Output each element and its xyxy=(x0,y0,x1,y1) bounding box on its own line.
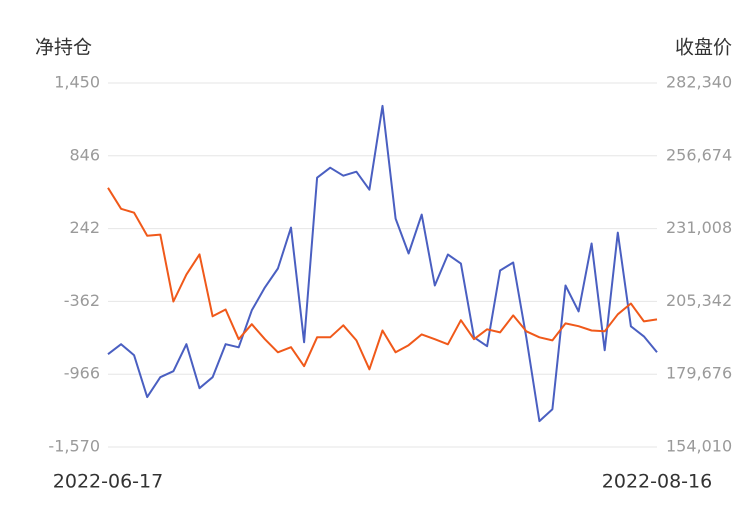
y-tick-label: -1,570 xyxy=(48,437,100,456)
y2-tick-label: 205,342 xyxy=(666,291,732,310)
y-tick-label: 242 xyxy=(69,218,100,237)
y-tick-label: -966 xyxy=(64,364,100,383)
y2-axis-title: 收盘价 xyxy=(675,37,732,59)
y2-tick-label: 256,674 xyxy=(666,145,732,164)
y2-tick-label: 154,010 xyxy=(666,437,732,456)
y-tick-label: -362 xyxy=(64,291,100,310)
x-tick-label: 2022-06-17 xyxy=(53,471,163,493)
x-tick-label: 2022-08-16 xyxy=(602,471,712,493)
y2-tick-label: 179,676 xyxy=(666,364,732,383)
y-tick-label: 846 xyxy=(69,145,100,164)
y2-tick-label: 282,340 xyxy=(666,73,732,92)
y-axis-title: 净持仓 xyxy=(35,37,92,59)
y-tick-label: 1,450 xyxy=(54,73,100,92)
y2-tick-label: 231,008 xyxy=(666,218,732,237)
series-line xyxy=(107,104,658,423)
series-line xyxy=(107,187,658,371)
